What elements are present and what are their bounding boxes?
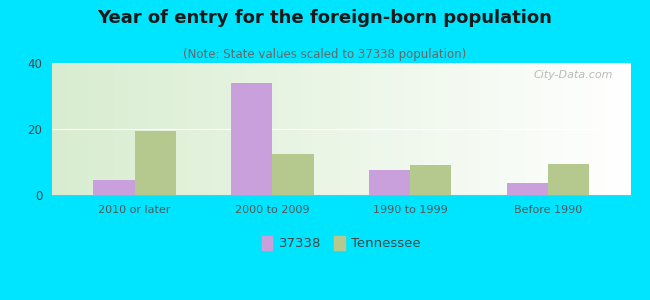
Bar [548, 164, 589, 195]
Bar [94, 180, 135, 195]
Bar [369, 170, 410, 195]
Text: (Note: State values scaled to 37338 population): (Note: State values scaled to 37338 popu… [183, 48, 467, 61]
Bar [135, 130, 176, 195]
Text: Year of entry for the foreign-born population: Year of entry for the foreign-born popul… [98, 9, 552, 27]
Bar [410, 165, 452, 195]
Legend: 37338, Tennessee: 37338, Tennessee [255, 230, 428, 257]
Text: City-Data.com: City-Data.com [534, 70, 613, 80]
Bar [272, 154, 314, 195]
Bar [506, 183, 548, 195]
Bar [231, 83, 272, 195]
